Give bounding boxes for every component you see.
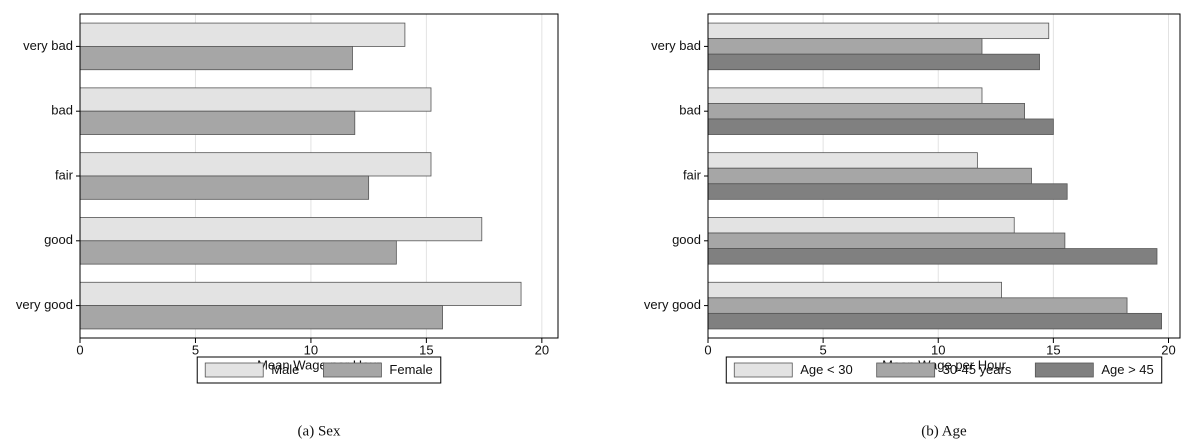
x-tick-label: 10 (931, 342, 945, 357)
legend-box (196, 356, 442, 384)
plot-frame (79, 13, 559, 339)
x-tick-label: 5 (820, 342, 827, 357)
x-tick-label: 20 (535, 342, 549, 357)
bar (707, 22, 1050, 40)
legend-label: Female (389, 362, 432, 377)
y-tick-label: bad (679, 103, 701, 118)
plot-frame (707, 13, 1181, 339)
y-tick-label: very bad (651, 38, 701, 53)
bar (79, 152, 432, 177)
bar (707, 118, 1054, 135)
y-tick-label: bad (51, 103, 73, 118)
caption: (b) Age (921, 423, 967, 439)
x-tick-label: 5 (192, 342, 199, 357)
bar (707, 312, 1162, 330)
bar (707, 103, 1025, 120)
bar (79, 281, 522, 307)
legend-box (725, 356, 1163, 384)
legend-swatch (1034, 362, 1094, 378)
bar (79, 240, 397, 265)
legend-label: Male (271, 362, 299, 377)
bar (707, 87, 983, 104)
legend-swatch (733, 362, 793, 378)
y-tick-label: good (44, 232, 73, 247)
bar (79, 110, 356, 135)
bar (79, 175, 370, 200)
bar (707, 152, 978, 169)
bar (707, 217, 1015, 234)
x-tick-label: 20 (1161, 342, 1175, 357)
bar (79, 305, 443, 330)
legend-label: 30-45 years (943, 362, 1012, 377)
bar (79, 217, 483, 242)
y-tick-label: fair (683, 167, 702, 182)
bar (707, 167, 1032, 185)
x-tick-label: 0 (76, 342, 83, 357)
caption: (a) Sex (298, 423, 341, 439)
bar (707, 248, 1158, 265)
y-tick-label: very good (644, 297, 701, 312)
y-tick-label: very good (16, 297, 73, 312)
bar (707, 232, 1066, 249)
legend-swatch (876, 362, 936, 378)
x-tick-label: 15 (1046, 342, 1060, 357)
legend-swatch (323, 362, 382, 378)
legend-swatch (204, 362, 264, 378)
y-tick-label: very bad (23, 38, 73, 53)
bar (79, 22, 406, 47)
bar (707, 297, 1128, 314)
y-tick-label: fair (55, 167, 74, 182)
x-tick-label: 0 (704, 342, 711, 357)
legend-label: Age < 30 (800, 362, 852, 377)
y-tick-label: good (672, 232, 701, 247)
bar (707, 53, 1040, 71)
bar (79, 46, 353, 71)
bar (79, 87, 432, 112)
bar (707, 38, 983, 55)
legend-label: Age > 45 (1101, 362, 1153, 377)
bar (707, 281, 1002, 299)
x-tick-label: 10 (304, 342, 318, 357)
x-tick-label: 15 (419, 342, 433, 357)
bar (707, 183, 1068, 200)
